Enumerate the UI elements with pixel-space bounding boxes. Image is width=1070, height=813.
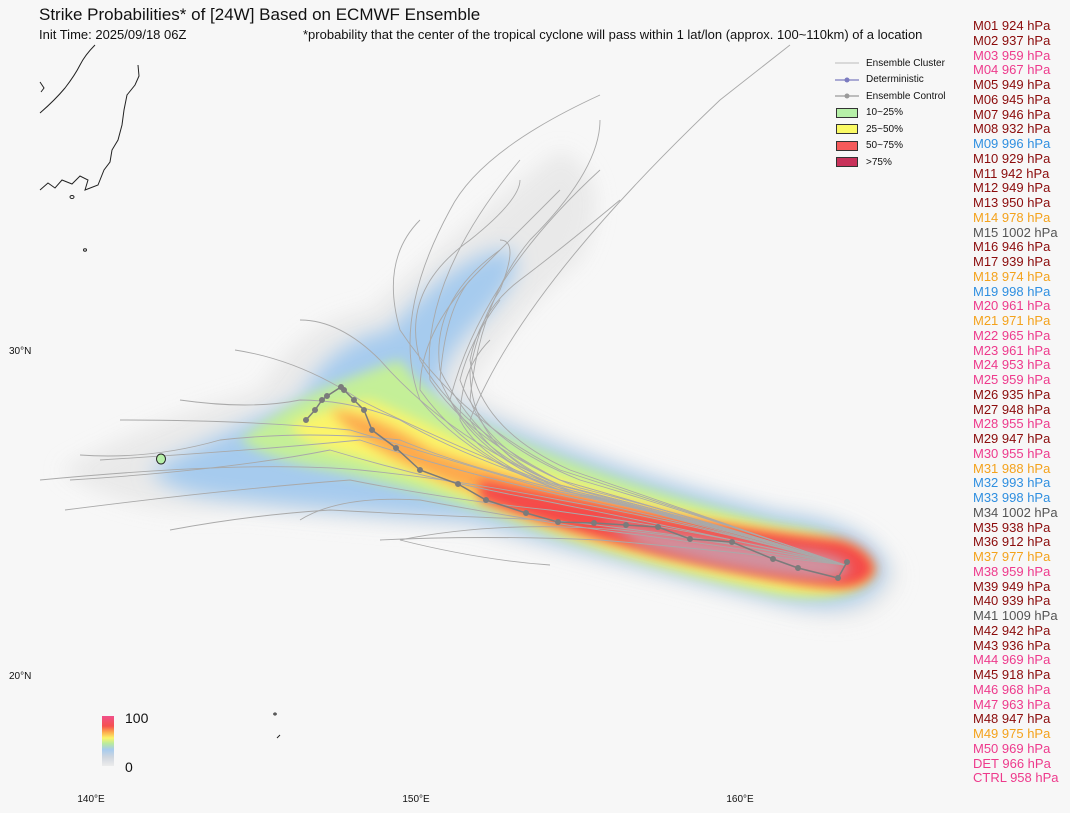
member-pressure-item: M12 949 hPa [973, 180, 1051, 196]
swatch-25-50 [836, 124, 858, 135]
member-pressure-item: M06 945 hPa [973, 91, 1051, 107]
legend-ensemble-control: Ensemble Control [835, 88, 965, 105]
member-pressure-item: M14 978 hPa [973, 209, 1051, 225]
member-pressure-item: M49 975 hPa [973, 726, 1051, 741]
ensemble-tracks [39, 44, 846, 566]
member-pressure-item: CTRL 958 hPa [973, 770, 1059, 786]
ensemble-control-track [303, 384, 850, 581]
member-pressure-item: M41 1009 hPa [973, 608, 1058, 623]
legend-bin-10-25: 10~25% [835, 105, 965, 122]
lat-label-20n: 20°N [9, 671, 32, 682]
member-pressure-item: M02 937 hPa [973, 32, 1051, 48]
member-pressure-item: M28 955 hPa [973, 416, 1051, 432]
member-pressure-item: M10 929 hPa [973, 150, 1051, 166]
member-pressure-item: M22 965 hPa [973, 327, 1051, 343]
member-pressure-item: M04 967 hPa [973, 62, 1051, 78]
member-pressure-item: M27 948 hPa [973, 401, 1051, 417]
member-pressure-item: M31 988 hPa [973, 460, 1051, 476]
lon-label-150e: 150°E [402, 794, 430, 805]
member-pressure-item: M32 993 hPa [973, 475, 1051, 491]
member-pressure-item: M05 949 hPa [973, 77, 1051, 92]
member-pressure-item: M19 998 hPa [973, 283, 1051, 299]
member-pressure-item: M48 947 hPa [973, 711, 1051, 727]
member-pressure-item: M29 947 hPa [973, 431, 1051, 446]
member-pressure-item: M30 955 hPa [973, 445, 1051, 461]
member-pressure-item: M13 950 hPa [973, 195, 1051, 210]
member-pressure-item: M26 935 hPa [973, 386, 1051, 402]
member-pressure-item: DET 966 hPa [973, 755, 1051, 771]
member-pressure-item: M44 969 hPa [973, 652, 1051, 668]
lon-label-140e: 140°E [77, 794, 105, 805]
member-pressure-item: M35 938 hPa [973, 519, 1051, 535]
member-pressure-item: M17 939 hPa [973, 254, 1051, 269]
legend-ensemble-cluster: Ensemble Cluster [835, 55, 965, 72]
colorbar-min-label: 0 [125, 759, 133, 775]
member-pressure-item: M45 918 hPa [973, 667, 1051, 682]
member-pressure-item: M18 974 hPa [973, 268, 1051, 284]
member-pressure-item: M33 998 hPa [973, 490, 1051, 505]
member-pressure-item: M01 924 hPa [973, 18, 1051, 33]
legend-deterministic: Deterministic [835, 72, 965, 89]
swatch-10-25 [836, 107, 858, 118]
member-pressure-item: M15 1002 hPa [973, 224, 1058, 240]
legend-bin-over-75: >75% [835, 154, 965, 171]
probability-footnote: *probability that the center of the trop… [303, 27, 923, 42]
member-pressure-item: M39 949 hPa [973, 578, 1051, 594]
coastline [39, 44, 281, 739]
member-pressure-item: M23 961 hPa [973, 342, 1051, 358]
member-pressure-item: M34 1002 hPa [973, 504, 1058, 520]
legend-bin-25-50: 25~50% [835, 121, 965, 138]
lon-label-160e: 160°E [726, 794, 754, 805]
member-pressure-item: M09 996 hPa [973, 136, 1051, 151]
member-pressure-item: M03 959 hPa [973, 47, 1051, 63]
member-pressure-item: M40 939 hPa [973, 593, 1051, 609]
colorbar-max-label: 100 [125, 710, 149, 726]
cluster-line-icon [835, 58, 859, 68]
legend-bin-50-75: 50~75% [835, 138, 965, 155]
member-pressure-item: M46 968 hPa [973, 681, 1051, 697]
lat-label-30n: 30°N [9, 346, 32, 357]
member-pressure-item: M20 961 hPa [973, 298, 1051, 314]
init-time: Init Time: 2025/09/18 06Z [39, 27, 187, 42]
swatch-over-75 [836, 157, 858, 168]
swatch-50-75 [836, 140, 858, 151]
member-pressure-item: M16 946 hPa [973, 239, 1051, 255]
control-line-icon [835, 91, 859, 101]
member-pressure-item: M43 936 hPa [973, 637, 1051, 653]
member-pressure-item: M11 942 hPa [973, 165, 1050, 181]
member-pressure-item: M21 971 hPa [973, 313, 1051, 328]
member-pressure-item: M37 977 hPa [973, 549, 1051, 564]
member-pressure-item: M24 953 hPa [973, 357, 1051, 373]
probability-colorbar [102, 716, 114, 766]
chart-title: Strike Probabilities* of [24W] Based on … [39, 5, 481, 24]
member-pressure-item: M42 942 hPa [973, 622, 1051, 638]
member-pressure-item: M38 959 hPa [973, 563, 1051, 579]
member-pressure-item: M07 946 hPa [973, 106, 1051, 122]
member-pressure-item: M08 932 hPa [973, 121, 1051, 137]
member-pressure-item: M25 959 hPa [973, 372, 1051, 387]
island-contour [156, 453, 166, 465]
member-pressure-list: M01 924 hPa M02 937 hPa M03 959 hPa M04 967… [973, 18, 1059, 786]
deterministic-line-icon [835, 75, 859, 85]
member-pressure-item: M47 963 hPa [973, 696, 1051, 712]
member-pressure-item: M36 912 hPa [973, 534, 1051, 550]
map-legend: Ensemble Cluster Deterministic Ensemble … [835, 55, 965, 171]
member-pressure-item: M50 969 hPa [973, 740, 1051, 756]
